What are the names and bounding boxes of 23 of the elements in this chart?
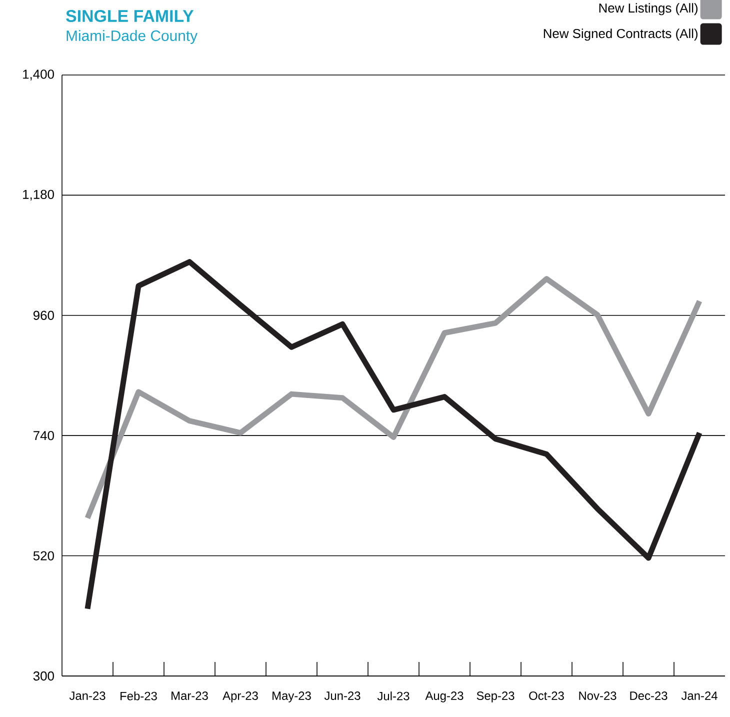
chart-subtitle: Miami-Dade County xyxy=(66,30,198,44)
y-tick-label: 960 xyxy=(33,310,54,320)
x-tick-label: Apr-23 xyxy=(222,692,258,702)
y-tick-label: 740 xyxy=(34,430,54,440)
x-tick-label: Jan-24 xyxy=(681,692,718,700)
y-tick-label: 1,400 xyxy=(23,70,54,80)
y-tick-label: 520 xyxy=(33,551,54,560)
x-tick-label: Sep-23 xyxy=(476,692,514,702)
x-tick-label: Nov-23 xyxy=(579,692,616,700)
x-tick-label: May-23 xyxy=(272,692,311,702)
x-tick-label: Feb-23 xyxy=(120,692,157,700)
x-tick-label: Mar-23 xyxy=(172,692,208,700)
x-tick-label: Jan-23 xyxy=(69,692,106,700)
chart-title: SINGLE FAMILY xyxy=(66,10,194,22)
x-tick-label: Dec-23 xyxy=(630,692,668,700)
x-tick-label: Oct-23 xyxy=(529,692,564,700)
y-tick-label: 300 xyxy=(33,671,54,681)
legend-label: New Listings (All) xyxy=(599,3,698,16)
y-tick-label: 1,180 xyxy=(23,190,54,201)
legend-label: New Signed Contracts (All) xyxy=(544,28,698,41)
x-tick-label: Jul-23 xyxy=(377,692,410,700)
x-tick-label: Aug-23 xyxy=(425,692,464,702)
x-tick-label: Jun-23 xyxy=(324,692,360,700)
